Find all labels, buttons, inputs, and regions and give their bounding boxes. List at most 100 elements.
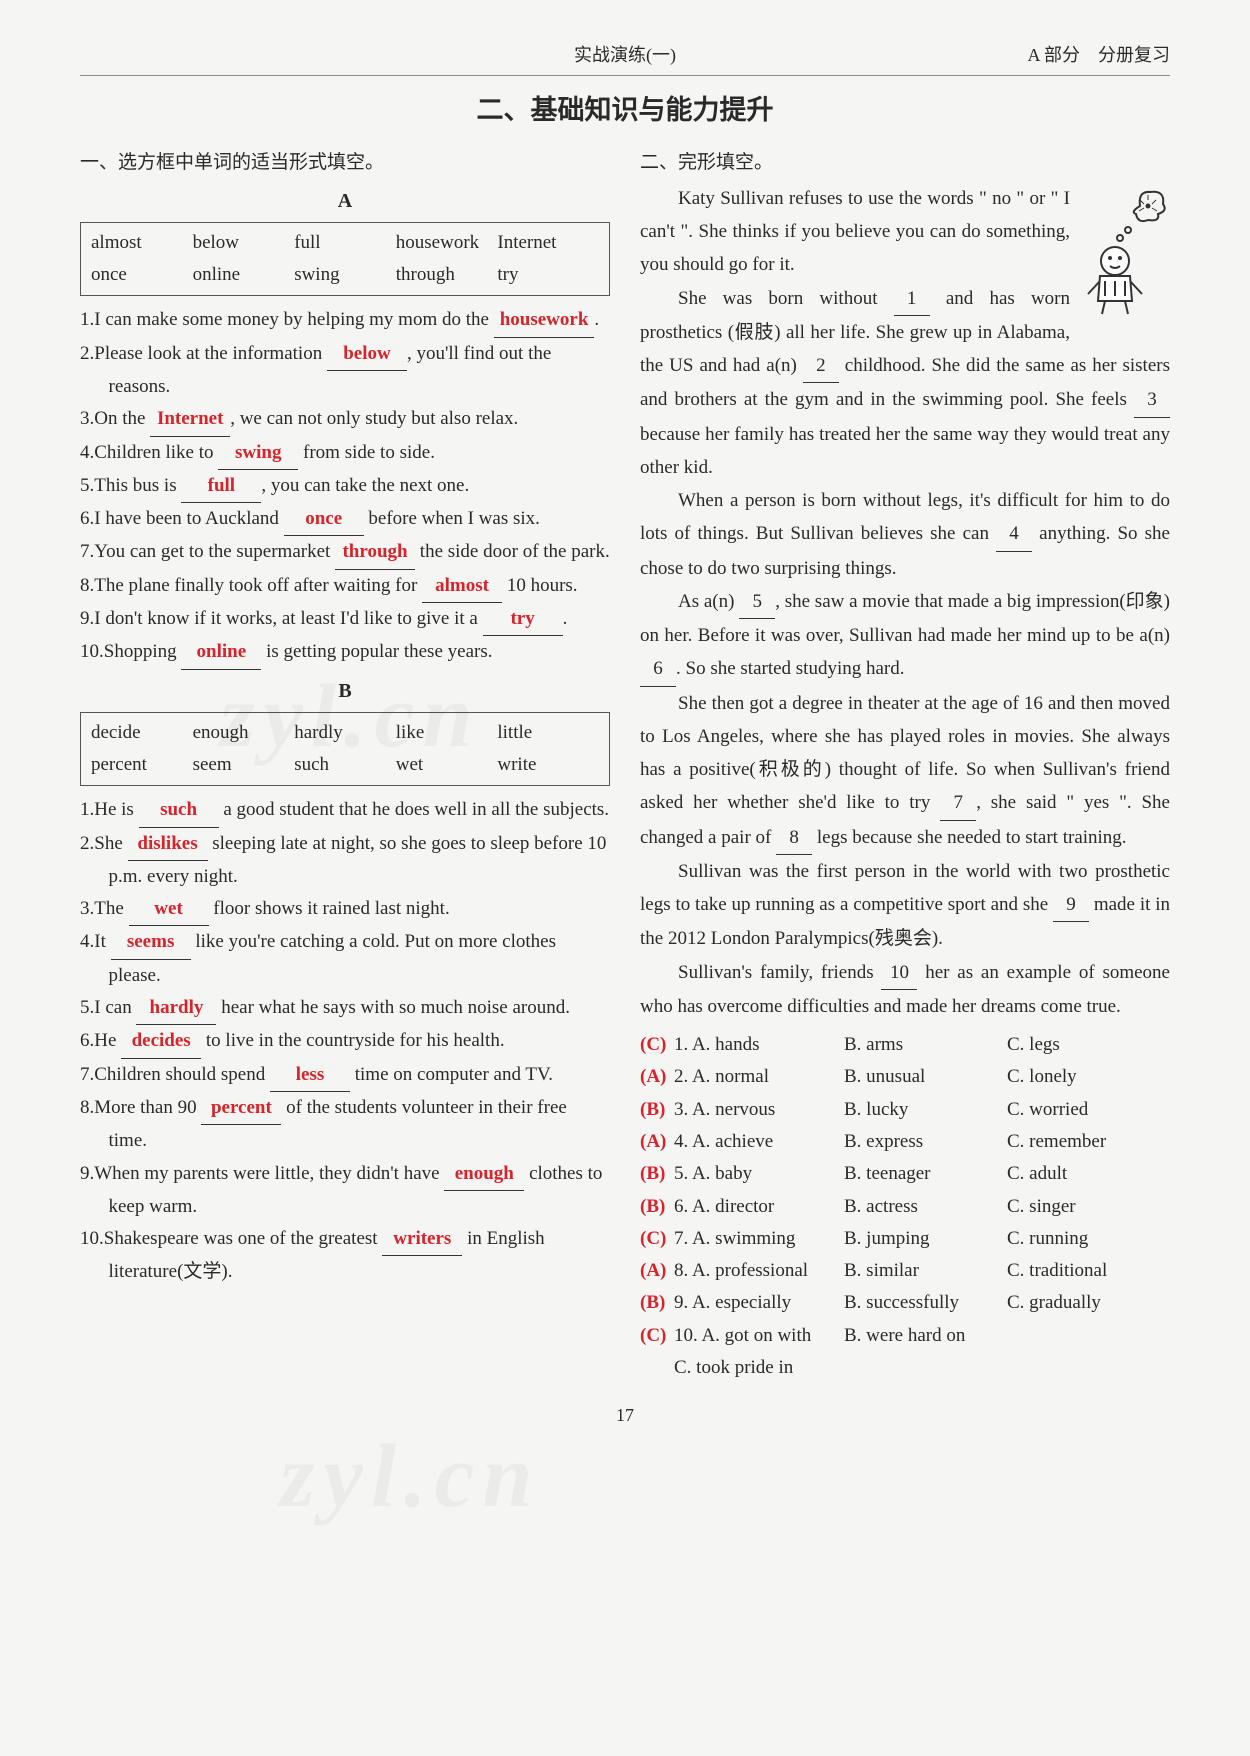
fill-item: 8.The plane finally took off after waiti… [80,570,610,603]
cloze-option-c: C. worried [1007,1094,1170,1126]
wordbox-word: decide [91,717,193,749]
answer-blank: hardly [136,992,216,1025]
answer-blank: percent [201,1092,281,1125]
fill-item: 5.This bus is full, you can take the nex… [80,470,610,503]
answer-blank: dislikes [128,828,208,861]
cloze-option-a: 2. A. normal [674,1061,844,1093]
fill-item: 10.Shakespeare was one of the greatest w… [80,1223,610,1289]
wordbox-word: once [91,259,193,291]
fill-item: 1.He is such a good student that he does… [80,794,610,827]
cloze-option-c: C. traditional [1007,1255,1170,1287]
p5: Sullivan was the first person in the wor… [640,855,1170,956]
wordbox-word: little [497,717,599,749]
answer-blank: once [284,503,364,536]
cloze-option-a: 1. A. hands [674,1029,844,1061]
cloze-choices: (C)1. A. handsB. armsC. legs(A)2. A. nor… [640,1029,1170,1384]
cloze-passage: Katy Sullivan refuses to use the words "… [640,182,1170,1023]
fill-item: 4.Children like to swing from side to si… [80,437,610,470]
cloze-option-b: B. successfully [844,1287,1007,1319]
cloze-option-b: B. teenager [844,1158,1007,1190]
wordbox-word: full [294,227,396,259]
fill-item: 5.I can hardly hear what he says with so… [80,992,610,1025]
wordbox-word: housework [396,227,498,259]
answer-blank: online [181,636,261,669]
answer-blank: swing [218,437,298,470]
wordbox-word: such [294,749,396,781]
wordbox-word: Internet [497,227,599,259]
wordbox-word: try [497,259,599,291]
answer-blank: seems [111,926,191,959]
cloze-row: (A)4. A. achieveB. expressC. remember [640,1126,1170,1158]
cloze-row: (B)9. A. especiallyB. successfullyC. gra… [640,1287,1170,1319]
cloze-row: (C)1. A. handsB. armsC. legs [640,1029,1170,1061]
page-number: 17 [80,1400,1170,1431]
page: zyl.cn zyl.cn 实战演练(一) A 部分 分册复习 二、基础知识与能… [80,40,1170,1431]
left-column: 一、选方框中单词的适当形式填空。 A almostbelowfullhousew… [80,147,610,1384]
cloze-option-b: B. jumping [844,1223,1007,1255]
items-a: 1.I can make some money by helping my mo… [80,304,610,669]
fill-item: 8.More than 90 percent of the students v… [80,1092,610,1158]
answer-blank: enough [444,1158,524,1191]
p2: When a person is born without legs, it's… [640,484,1170,585]
fill-item: 3.The wet floor shows it rained last nig… [80,893,610,926]
cloze-answer: (B) [640,1158,674,1190]
fill-item: 9.When my parents were little, they didn… [80,1158,610,1224]
cloze-answer: (C) [640,1223,674,1255]
wordbox-word: write [497,749,599,781]
group-b-label: B [80,674,610,708]
cloze-answer: (B) [640,1191,674,1223]
cloze-row: (A)8. A. professionalB. similarC. tradit… [640,1255,1170,1287]
answer-blank: less [270,1059,350,1092]
p3: As a(n) 5, she saw a movie that made a b… [640,585,1170,687]
answer-blank: wet [129,893,209,926]
p4: She then got a degree in theater at the … [640,687,1170,855]
wordbox-word: hardly [294,717,396,749]
cloze-option-a: 3. A. nervous [674,1094,844,1126]
cloze-option-c: C. singer [1007,1191,1170,1223]
fill-item: 6.He decides to live in the countryside … [80,1025,610,1058]
cloze-answer: (A) [640,1255,674,1287]
cloze-option-b: B. actress [844,1191,1007,1223]
two-column-layout: 一、选方框中单词的适当形式填空。 A almostbelowfullhousew… [80,147,1170,1384]
answer-blank: decides [121,1025,201,1058]
answer-blank: full [181,470,261,503]
right-column: 二、完形填空。 Katy Sullivan refuses to use the… [640,147,1170,1384]
fill-item: 6.I have been to Auckland once before wh… [80,503,610,536]
wordbox-word: percent [91,749,193,781]
answer-blank: almost [422,570,502,603]
wordbox-word: almost [91,227,193,259]
wordbox-word: online [193,259,295,291]
cloze-row: (B)3. A. nervousB. luckyC. worried [640,1094,1170,1126]
blank-5: 5 [739,585,775,619]
cloze-option-c: C. adult [1007,1158,1170,1190]
cloze-answer: (C) [640,1320,674,1352]
cloze-option-c: C. remember [1007,1126,1170,1158]
group-a-label: A [80,184,610,218]
cloze-option-b: B. similar [844,1255,1007,1287]
items-b: 1.He is such a good student that he does… [80,794,610,1288]
cloze-option-a: 9. A. especially [674,1287,844,1319]
wordbox-word: like [396,717,498,749]
stick-figure-icon [1080,186,1170,316]
fill-item: 3.On the Internet, we can not only study… [80,403,610,436]
fill-item: 9.I don't know if it works, at least I'd… [80,603,610,636]
cloze-option-c: C. gradually [1007,1287,1170,1319]
answer-blank: try [483,603,563,636]
section-2-title: 二、完形填空。 [640,147,1170,179]
blank-9: 9 [1053,888,1089,922]
cloze-option-b: B. express [844,1126,1007,1158]
header-center: 实战演练(一) [280,40,970,71]
main-title: 二、基础知识与能力提升 [80,88,1170,134]
blank-4: 4 [996,517,1032,551]
answer-blank: housework [494,304,595,337]
wordbox-word: seem [193,749,295,781]
fill-item: 2.She dislikes sleeping late at night, s… [80,828,610,894]
cloze-answer: (A) [640,1061,674,1093]
answer-blank: through [335,536,415,569]
cloze-option-b: B. arms [844,1029,1007,1061]
cloze-option-c: C. legs [1007,1029,1170,1061]
cloze-option-b: B. lucky [844,1094,1007,1126]
wordbox-word: swing [294,259,396,291]
answer-blank: Internet [150,403,230,436]
cloze-option-a: 4. A. achieve [674,1126,844,1158]
